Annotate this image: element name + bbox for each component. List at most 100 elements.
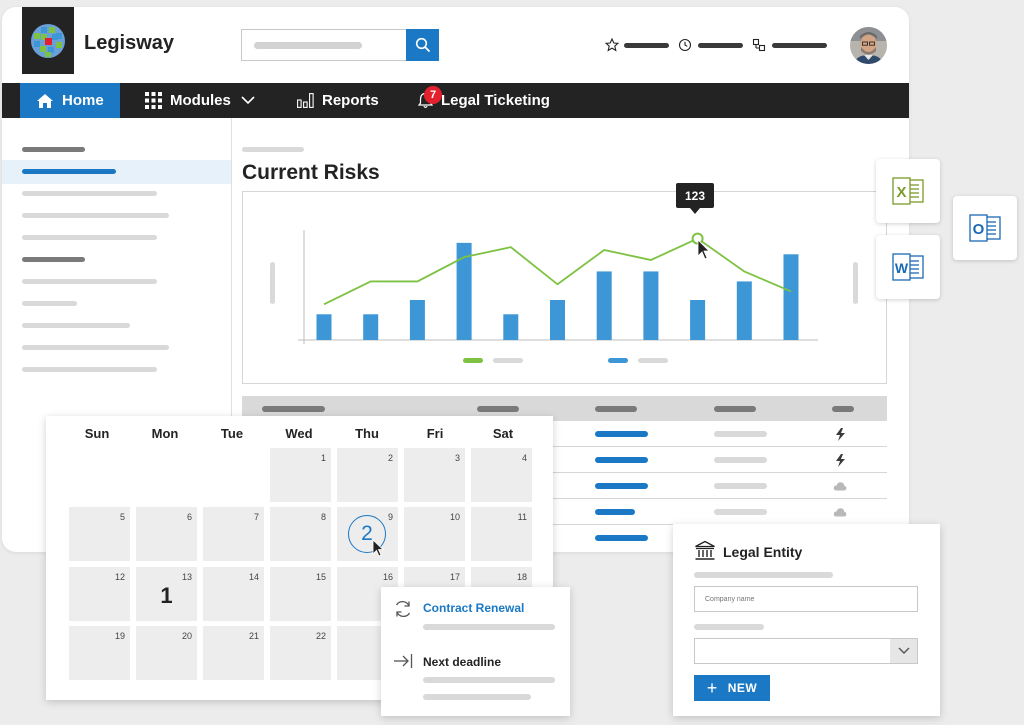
calendar-day[interactable]: 5	[69, 507, 130, 561]
chart-bar[interactable]	[783, 254, 799, 340]
favorites-label[interactable]	[624, 43, 669, 48]
day-number: 11	[517, 512, 527, 522]
outlook-icon: O	[969, 214, 1001, 242]
chart-bar[interactable]	[550, 300, 565, 340]
nav-reports-label: Reports	[322, 92, 379, 109]
calendar-day[interactable]: 10	[404, 507, 465, 561]
search-placeholder	[254, 42, 362, 49]
calendar-day[interactable]: 2	[337, 448, 398, 502]
chart-scroll-left-handle[interactable]	[270, 262, 275, 304]
calendar-day[interactable]: 3	[404, 448, 465, 502]
calendar-day[interactable]: 11	[471, 507, 532, 561]
outlook-export-button[interactable]: O	[953, 196, 1017, 260]
calendar-day-selected[interactable]: 9 2	[337, 507, 398, 561]
clock-icon[interactable]	[678, 38, 692, 52]
calendar-day[interactable]: 13 1	[136, 567, 197, 621]
sidebar-item[interactable]	[22, 345, 169, 350]
calendar-day[interactable]: 22	[270, 626, 331, 680]
new-entity-button[interactable]: + NEW	[694, 675, 770, 701]
table-cell-link[interactable]	[595, 535, 648, 541]
sidebar-item[interactable]	[22, 235, 157, 240]
day-number: 2	[387, 453, 393, 463]
calendar-day[interactable]: 21	[203, 626, 264, 680]
sidebar-item[interactable]	[22, 191, 157, 196]
contract-renewal-link[interactable]: Contract Renewal	[423, 601, 525, 615]
calendar-day[interactable]: 12	[69, 567, 130, 621]
chart-bar[interactable]	[736, 281, 752, 340]
column-header[interactable]	[262, 406, 325, 412]
search-input[interactable]	[241, 29, 407, 61]
day-number: 6	[186, 512, 192, 522]
calendar-day[interactable]: 6	[136, 507, 197, 561]
chart-bar[interactable]	[503, 314, 519, 340]
table-cell-link[interactable]	[595, 483, 648, 489]
column-header[interactable]	[832, 406, 854, 412]
table-cell-link[interactable]	[595, 457, 648, 463]
column-header[interactable]	[714, 406, 756, 412]
day-number: 13	[181, 572, 192, 582]
org-chart-icon[interactable]	[752, 38, 766, 52]
nav-home-label: Home	[62, 92, 104, 109]
calendar-day[interactable]: 8	[270, 507, 331, 561]
chart-bar[interactable]	[456, 242, 472, 340]
calendar-day[interactable]: 15	[270, 567, 331, 621]
legend-swatch-green[interactable]	[463, 358, 483, 363]
calendar-day[interactable]: 4	[471, 448, 532, 502]
sidebar-item[interactable]	[22, 301, 77, 306]
chart-bar[interactable]	[596, 271, 612, 340]
calendar-day[interactable]: 19	[69, 626, 130, 680]
risk-chart	[270, 230, 858, 363]
search-button[interactable]	[406, 29, 439, 61]
weekday-tue: Tue	[220, 426, 244, 441]
weekday-thu: Thu	[355, 426, 379, 441]
chevron-down-icon	[241, 96, 255, 105]
breadcrumb[interactable]	[242, 147, 304, 152]
calendar-day[interactable]: 20	[136, 626, 197, 680]
chart-bar[interactable]	[409, 300, 425, 340]
calendar-day[interactable]: 7	[203, 507, 264, 561]
nav-modules[interactable]: Modules	[145, 83, 263, 118]
weekday-mon: Mon	[151, 426, 179, 441]
app-name: Legisway	[84, 32, 175, 54]
chart-scroll-right-handle[interactable]	[853, 262, 858, 304]
table-cell-link[interactable]	[595, 431, 648, 437]
avatar[interactable]	[850, 27, 887, 64]
select-toggle[interactable]	[890, 639, 917, 663]
chart-bar[interactable]	[643, 271, 659, 340]
star-icon[interactable]	[605, 38, 619, 52]
legend-swatch-blue[interactable]	[608, 358, 628, 363]
column-header[interactable]	[595, 406, 637, 412]
event-detail	[423, 694, 531, 700]
company-name-input[interactable]	[694, 586, 918, 612]
day-number: 3	[454, 453, 460, 463]
column-header[interactable]	[477, 406, 519, 412]
event-count-ring[interactable]: 2	[348, 515, 386, 553]
sidebar-item[interactable]	[22, 279, 157, 284]
new-button-label: NEW	[727, 681, 758, 695]
legend-label[interactable]	[493, 358, 523, 363]
cloud-icon	[833, 508, 847, 517]
chart-bar[interactable]	[363, 314, 379, 340]
sidebar-item[interactable]	[22, 213, 169, 218]
nav-home[interactable]: Home	[20, 83, 120, 118]
sidebar-item[interactable]	[22, 323, 130, 328]
legend-label[interactable]	[638, 358, 668, 363]
calendar-day[interactable]: 1	[270, 448, 331, 502]
chart-highlight-point[interactable]	[691, 232, 704, 245]
word-export-button[interactable]: W	[876, 235, 940, 299]
calendar-day[interactable]: 14	[203, 567, 264, 621]
recent-label[interactable]	[698, 43, 743, 48]
svg-text:W: W	[895, 260, 909, 276]
excel-export-button[interactable]: X	[876, 159, 940, 223]
logo[interactable]	[22, 7, 74, 74]
entity-select[interactable]	[694, 638, 918, 664]
table-cell-link[interactable]	[595, 509, 635, 515]
next-deadline-label[interactable]: Next deadline	[423, 655, 502, 669]
chart-bar[interactable]	[316, 314, 332, 340]
entities-label[interactable]	[772, 43, 827, 48]
nav-reports[interactable]: Reports	[297, 83, 379, 118]
chart-bar[interactable]	[690, 300, 706, 340]
sidebar	[2, 118, 232, 552]
sidebar-item[interactable]	[22, 367, 157, 372]
day-number: 9	[387, 512, 393, 522]
